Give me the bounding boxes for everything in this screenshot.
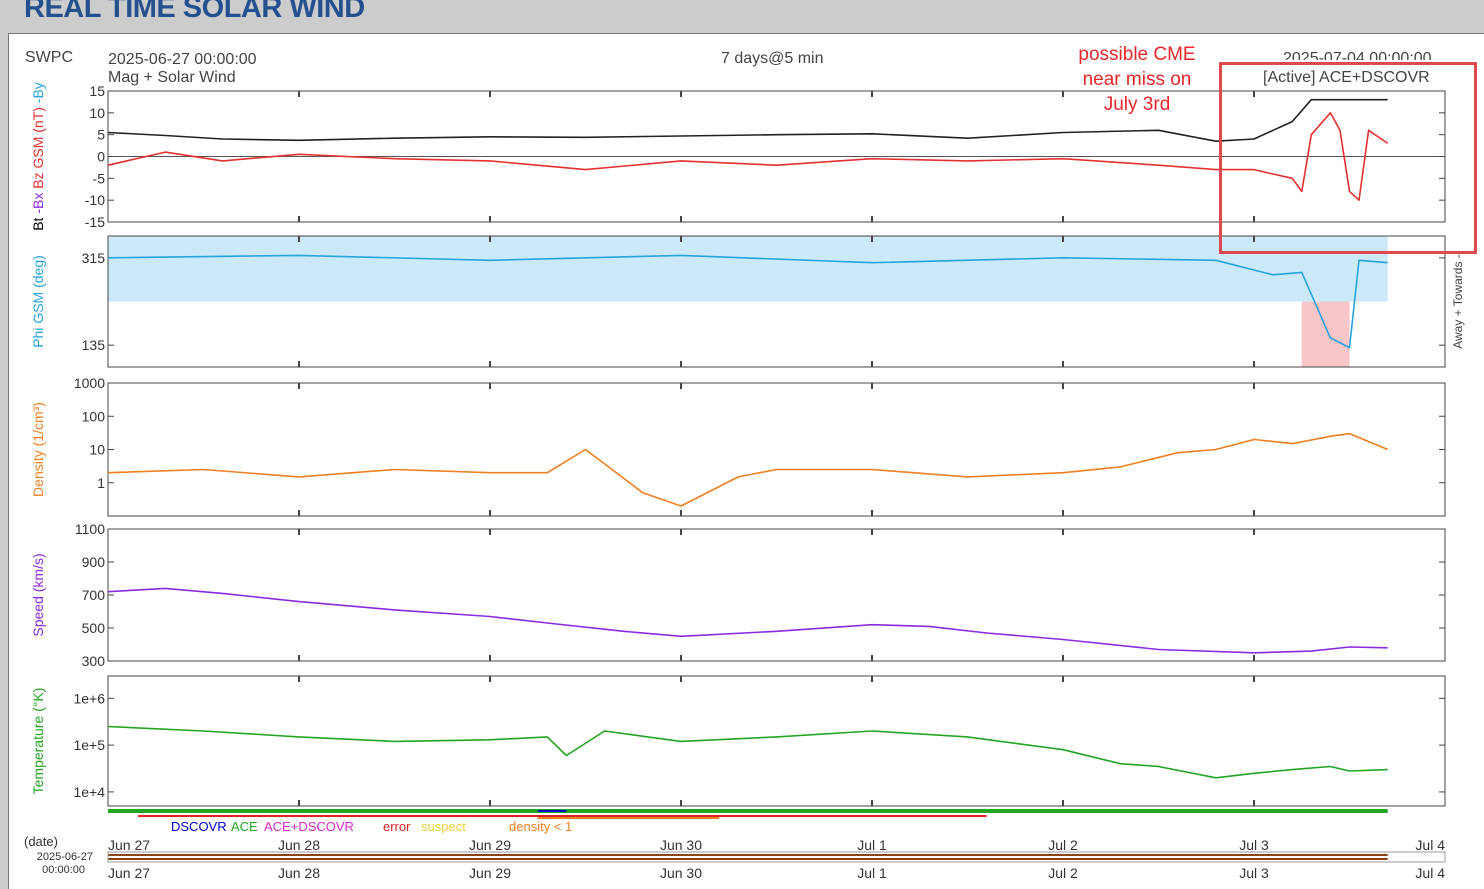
solar-wind-chart: 15 10 5 0 -5 -10 -15 Bt -Bx Bz GSM (nT) -By 315 1… — [24, 82, 1465, 881]
xtick-label: Jun 28 — [278, 837, 320, 853]
xtick-label: Jun 29 — [469, 865, 511, 881]
subtitle: Mag + Solar Wind — [108, 69, 236, 86]
mag-ytick-label: 10 — [89, 105, 105, 121]
highlight-box — [1219, 62, 1477, 254]
density-ytick-label: 100 — [82, 408, 106, 424]
xtick-label: Jul 3 — [1239, 837, 1269, 853]
density-ylabel: Density (1/cm³) — [30, 402, 46, 497]
page-title: REAL TIME SOLAR WIND — [24, 0, 365, 24]
speed-series-speed — [107, 587, 1388, 654]
temperature-series-temperature — [107, 725, 1388, 779]
mag-series-bz — [107, 112, 1389, 201]
speed-ytick-label: 900 — [82, 554, 106, 570]
legend-item: DSCOVR — [171, 819, 227, 834]
legend-item: suspect — [421, 819, 466, 834]
temperature-ylabel: Temperature (°K) — [30, 688, 46, 795]
xtick-label: Jul 4 — [1415, 865, 1445, 881]
xtick-label: Jun 30 — [660, 865, 702, 881]
cme-annotation: possible CME near miss on July 3rd — [1078, 44, 1196, 115]
phi-ytick-label: 135 — [82, 337, 106, 353]
phi-side-label: Away + Towards - — [1451, 254, 1465, 349]
xtick-label: Jul 2 — [1048, 865, 1078, 881]
speed-panel-frame — [107, 528, 1446, 662]
phi-towards-band — [1301, 301, 1350, 367]
mag-ytick-label: 5 — [97, 127, 105, 143]
mag-ytick-label: 0 — [97, 149, 105, 165]
phi-away-band — [108, 236, 1388, 302]
legend-item: ACE — [231, 819, 258, 834]
time-value: 00:00:00 — [42, 864, 85, 876]
date-caption: (date) — [24, 834, 58, 849]
mag-ylabel-part: Bt — [30, 217, 46, 230]
end-time: 2025-07-04 00:00:00 — [1283, 50, 1432, 60]
mag-ytick-label: -10 — [85, 192, 105, 208]
phi-ytick-label: 315 — [82, 250, 106, 266]
density-panel-frame — [107, 382, 1446, 517]
density-ytick-label: 1 — [97, 475, 105, 491]
mag-ylabel-part: -By — [30, 82, 46, 107]
temperature-ytick-label: 1e+5 — [73, 737, 105, 753]
phi-panel-frame — [107, 235, 1446, 368]
xtick-label: Jul 1 — [857, 865, 887, 881]
phi-series-phi — [107, 254, 1388, 349]
density-ytick-label: 1000 — [74, 375, 105, 391]
density-series-density — [107, 432, 1389, 507]
temperature-ytick-label: 1e+6 — [73, 690, 105, 706]
xtick-label: Jun 29 — [469, 837, 511, 853]
date-value: 2025-06-27 — [37, 851, 93, 863]
source-indicator-bar — [108, 809, 1388, 813]
speed-ytick-label: 500 — [82, 620, 106, 636]
mag-ylabel-part: -Bx — [30, 193, 46, 218]
plot-frame: 15 10 5 0 -5 -10 -15 Bt -Bx Bz GSM (nT) -By 315 1… — [8, 33, 1484, 889]
xtick-label: Jun 28 — [278, 865, 320, 881]
mag-ytick-label: -15 — [85, 214, 105, 230]
active-source: [Active] ACE+DSCOVR — [1263, 69, 1430, 86]
dscovr-indicator — [537, 810, 567, 812]
legend-item: ACE+DSCOVR — [264, 819, 354, 834]
timeline-bar — [108, 858, 1388, 860]
xtick-label: Jul 1 — [857, 837, 887, 853]
speed-ylabel: Speed (km/s) — [30, 553, 46, 636]
xtick-label: Jul 2 — [1048, 837, 1078, 853]
legend-item: density < 1 — [509, 819, 572, 834]
temperature-ytick-label: 1e+4 — [73, 784, 105, 800]
xtick-label: Jul 3 — [1239, 865, 1269, 881]
mag-ytick-label: 15 — [89, 83, 105, 99]
error-indicator-bar — [138, 815, 987, 817]
density-flag-bar — [537, 817, 720, 819]
mag-ytick-label: -5 — [93, 170, 106, 186]
temperature-panel-frame — [107, 675, 1446, 807]
phi-ylabel: Phi GSM (deg) — [30, 255, 46, 348]
source-label: SWPC — [25, 49, 73, 66]
timeline-bar — [108, 854, 1388, 856]
start-time: 2025-06-27 00:00:00 — [108, 51, 257, 68]
xtick-label: Jun 30 — [660, 837, 702, 853]
mag-ylabel: Bt -Bx Bz GSM (nT) -By — [30, 82, 46, 231]
xtick-label: Jun 27 — [108, 865, 150, 881]
speed-ytick-label: 700 — [82, 587, 106, 603]
speed-ytick-label: 1100 — [75, 521, 105, 537]
speed-ytick-label: 300 — [82, 653, 106, 669]
timeline-frame — [107, 851, 1446, 863]
xtick-label: Jun 27 — [108, 837, 150, 853]
mag-ylabel-part: Bz GSM (nT) — [30, 107, 46, 193]
xtick-label: Jul 4 — [1415, 837, 1445, 853]
density-ytick-label: 10 — [89, 442, 105, 458]
resolution-label: 7 days@5 min — [721, 50, 824, 67]
legend-item: error — [383, 819, 411, 834]
mag-series-bt — [107, 98, 1388, 142]
